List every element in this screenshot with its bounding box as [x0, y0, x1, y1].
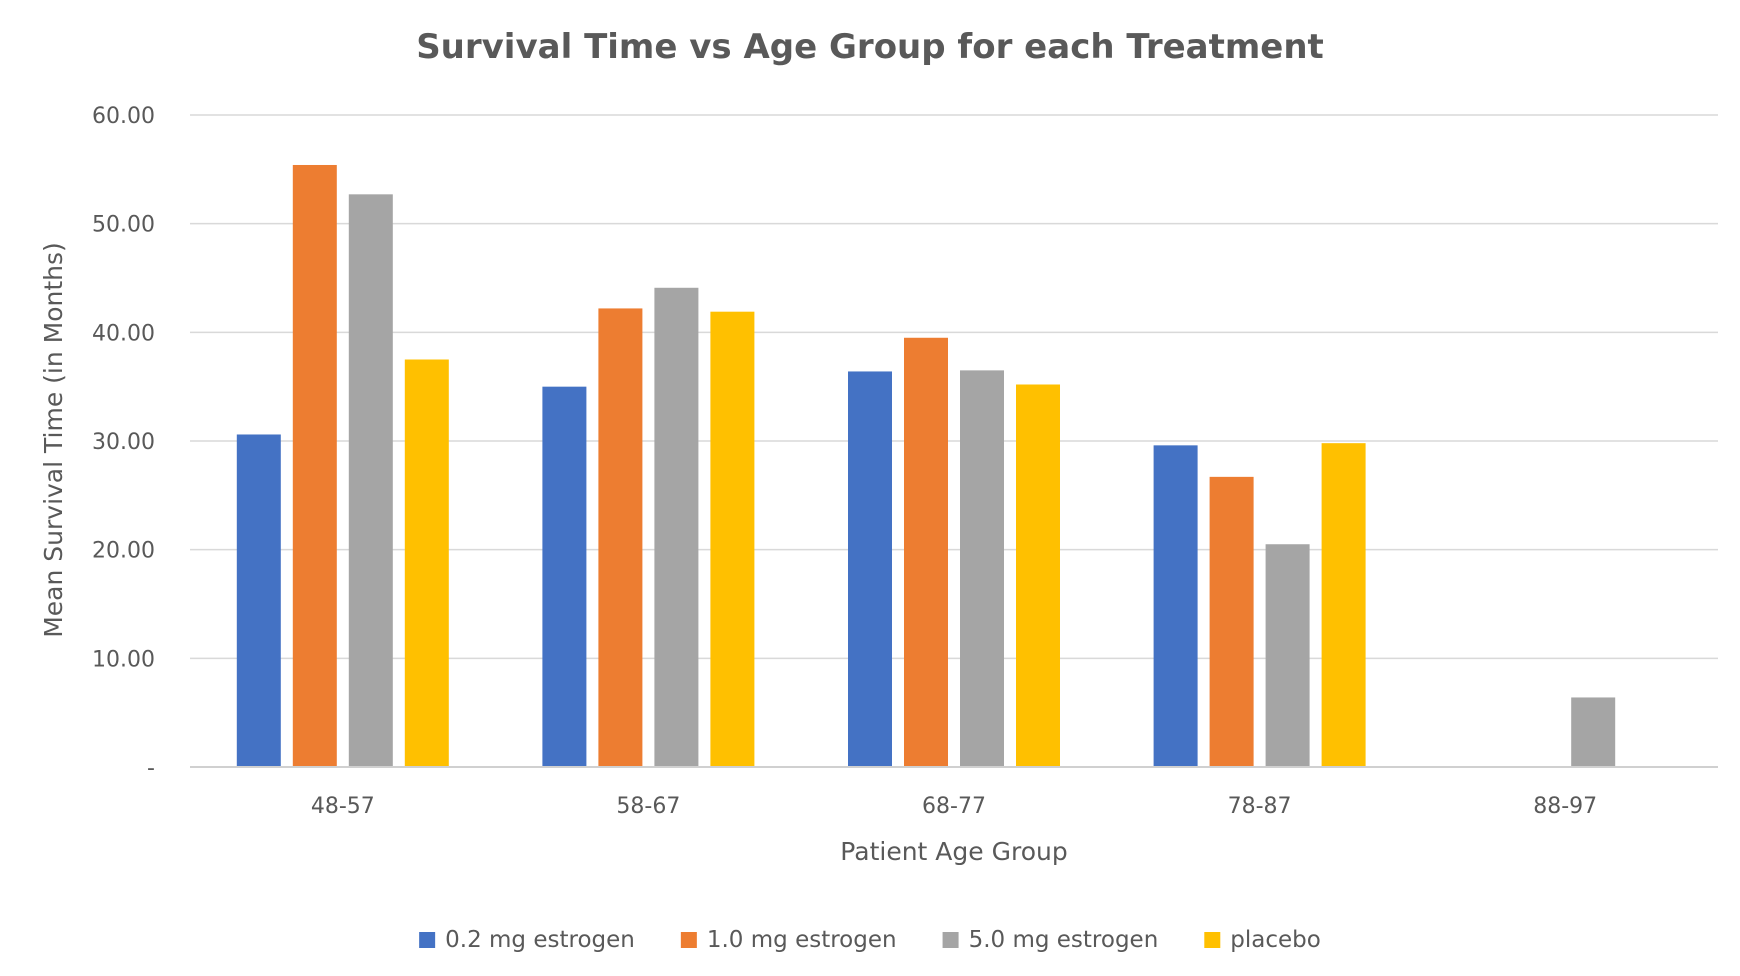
bar — [542, 386, 587, 767]
bar — [654, 287, 699, 767]
x-tick-label: 48-57 — [311, 794, 375, 819]
y-tick-label: 40.00 — [92, 321, 155, 346]
chart-title: Survival Time vs Age Group for each Trea… — [416, 27, 1324, 67]
bars — [236, 164, 1616, 767]
legend-label: 0.2 mg estrogen — [445, 927, 635, 953]
y-tick-label: 60.00 — [92, 104, 155, 129]
bar — [1016, 384, 1060, 767]
x-axis-ticks: 48-57 58-67 68-77 78-87 88-97 — [311, 794, 1597, 819]
legend-swatch — [680, 932, 697, 948]
bar — [292, 164, 337, 767]
bar — [960, 370, 1004, 767]
x-tick-label: 88-97 — [1533, 794, 1597, 819]
bar — [1153, 445, 1198, 767]
bar — [710, 311, 755, 767]
x-tick-label: 68-77 — [922, 794, 986, 819]
bar — [1265, 544, 1310, 767]
y-axis-title: Mean Survival Time (in Months) — [39, 242, 68, 638]
bar — [236, 434, 281, 767]
legend-swatch — [419, 932, 436, 948]
bar — [904, 337, 948, 767]
legend-label: 1.0 mg estrogen — [707, 927, 897, 953]
bar — [1321, 443, 1366, 767]
x-tick-label: 78-87 — [1228, 794, 1292, 819]
y-tick-label: - — [147, 756, 155, 781]
bar — [1571, 697, 1616, 767]
bar — [348, 194, 393, 767]
x-tick-label: 58-67 — [616, 794, 680, 819]
y-axis-ticks: - 10.00 20.00 30.00 40.00 50.00 60.00 — [92, 104, 155, 781]
legend-label: placebo — [1230, 927, 1321, 953]
bar — [848, 371, 892, 767]
x-axis-title: Patient Age Group — [840, 837, 1067, 866]
bar — [404, 359, 449, 767]
bar — [1209, 476, 1254, 767]
bar — [598, 308, 643, 767]
legend-swatch — [942, 932, 959, 948]
y-tick-label: 10.00 — [92, 647, 155, 672]
legend: 0.2 mg estrogen 1.0 mg estrogen 5.0 mg est… — [419, 927, 1321, 953]
y-tick-label: 50.00 — [92, 213, 155, 238]
y-tick-label: 20.00 — [92, 539, 155, 564]
legend-label: 5.0 mg estrogen — [969, 927, 1159, 953]
y-tick-label: 30.00 — [92, 430, 155, 455]
legend-swatch — [1204, 932, 1221, 948]
